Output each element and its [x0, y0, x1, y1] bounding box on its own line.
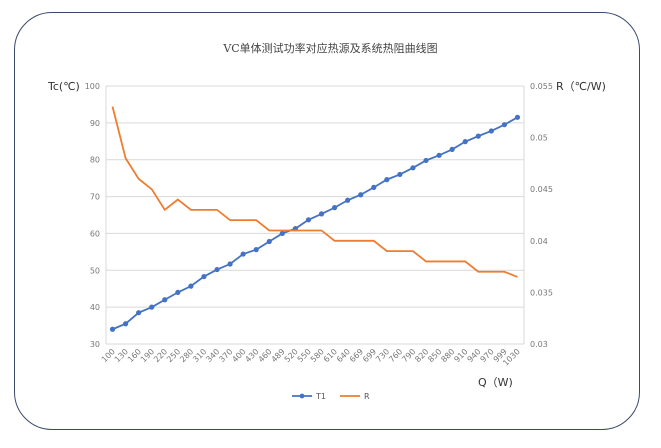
- legend-marker-T1: [299, 393, 305, 399]
- y2-tick-label: 0.045: [530, 185, 553, 194]
- data-point-T1: [175, 289, 181, 295]
- data-point-T1: [253, 247, 259, 253]
- chart-frame: [14, 12, 640, 430]
- y2-tick-label: 0.03: [530, 340, 548, 349]
- data-point-T1: [201, 273, 207, 280]
- data-point-T1: [423, 157, 429, 164]
- series-line-R: [111, 106, 518, 278]
- data-point-T1: [149, 304, 155, 310]
- y2-tick-label: 0.04: [530, 237, 548, 246]
- data-point-T1: [462, 139, 468, 145]
- data-point-T1: [188, 283, 194, 289]
- y-tick-label: 50: [90, 266, 100, 275]
- legend-label-T1: T1: [315, 392, 326, 401]
- y2-tick-label: 0.05: [530, 134, 548, 143]
- data-point-T1: [266, 238, 272, 245]
- chart-title: VC单体测试功率对应热源及系统热阻曲线图: [223, 42, 438, 55]
- data-point-T1: [371, 184, 377, 190]
- x-axis-title: Q（W): [478, 376, 513, 389]
- data-point-T1: [162, 297, 168, 303]
- data-point-T1: [279, 230, 285, 237]
- data-point-T1: [397, 171, 403, 178]
- data-point-T1: [475, 133, 481, 139]
- data-point-T1: [345, 197, 351, 203]
- data-point-T1: [410, 165, 416, 171]
- data-point-T1: [384, 177, 390, 183]
- data-point-T1: [109, 326, 116, 332]
- data-point-T1: [122, 321, 129, 327]
- y-tick-label: 100: [85, 82, 100, 91]
- data-point-T1: [514, 114, 521, 120]
- data-point-T1: [436, 152, 442, 158]
- data-point-T1: [227, 261, 233, 267]
- data-point-T1: [318, 211, 325, 217]
- data-point-T1: [331, 205, 338, 211]
- y2-tick-label: 0.055: [530, 82, 553, 91]
- series-line-T1: [112, 116, 518, 331]
- data-point-T1: [305, 217, 312, 223]
- data-point-T1: [449, 146, 455, 152]
- y2-axis-title: R（℃/W): [556, 80, 606, 93]
- y-tick-label: 60: [90, 229, 100, 238]
- data-point-T1: [501, 122, 508, 128]
- y-tick-label: 40: [90, 303, 100, 312]
- y-tick-label: 30: [90, 340, 100, 349]
- y-tick-label: 70: [90, 193, 100, 202]
- data-point-T1: [136, 310, 142, 316]
- y-tick-label: 80: [90, 156, 100, 165]
- y-tick-label: 90: [90, 119, 100, 128]
- y-axis-title: Tc(℃): [47, 80, 80, 93]
- data-point-T1: [488, 128, 494, 134]
- data-point-T1: [214, 266, 220, 273]
- data-point-T1: [358, 192, 364, 198]
- legend-label-R: R: [364, 392, 370, 401]
- data-point-T1: [240, 251, 246, 257]
- y2-tick-label: 0.035: [530, 288, 553, 297]
